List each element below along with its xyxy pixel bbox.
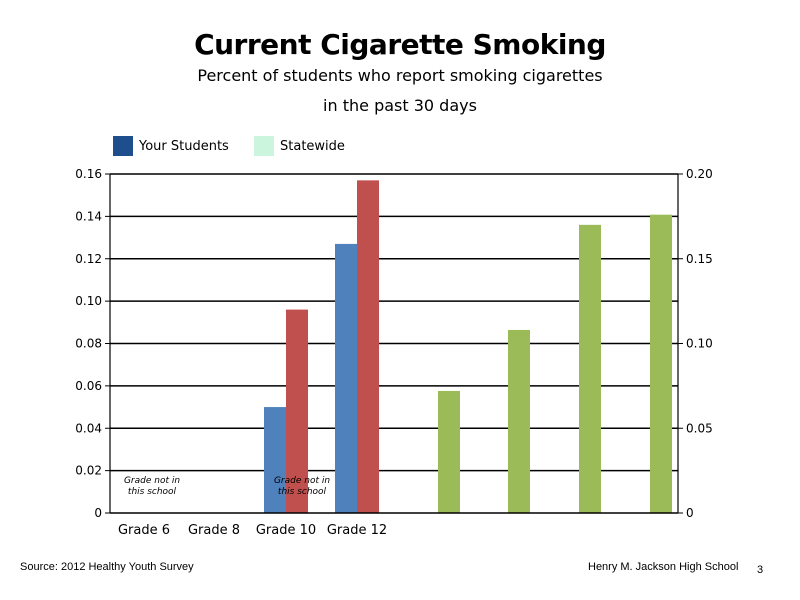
x-tick-label: Grade 8 <box>188 523 240 538</box>
chart-title: Current Cigarette Smoking <box>194 28 606 61</box>
legend-label-your-students: Your Students <box>139 138 229 154</box>
y-left-tick-label: 0.08 <box>75 337 102 351</box>
y-left-tick-label: 0.10 <box>75 294 102 308</box>
x-tick-label: Grade 10 <box>256 523 316 538</box>
y-right-tick-label: 0.05 <box>686 421 713 435</box>
annotation-text: Grade not in <box>274 476 330 486</box>
y-left-tick-label: 0 <box>94 506 102 520</box>
y-left-tick-label: 0.16 <box>75 167 102 181</box>
bar <box>650 214 672 513</box>
bar <box>357 180 379 513</box>
bar <box>438 390 460 513</box>
bar <box>579 224 601 513</box>
bar <box>264 407 286 513</box>
legend-label-statewide: Statewide <box>280 138 345 154</box>
chart-subtitle-line-2: in the past 30 days <box>323 96 477 115</box>
x-tick-label: Grade 12 <box>327 523 387 538</box>
legend-item-statewide: Statewide <box>254 135 345 157</box>
y-left-tick-label: 0.12 <box>75 252 102 266</box>
y-left-tick-label: 0.04 <box>75 421 102 435</box>
y-right-tick-label: 0.15 <box>686 252 713 266</box>
x-tick-label: Grade 6 <box>118 523 170 538</box>
annotation-text: Grade not in <box>124 476 180 486</box>
footer-source: Source: 2012 Healthy Youth Survey <box>20 561 194 573</box>
y-left-tick-label: 0.06 <box>75 379 102 393</box>
y-right-tick-label: 0 <box>686 506 694 520</box>
legend-swatch-statewide <box>254 136 274 156</box>
footer-school: Henry M. Jackson High School <box>588 561 739 573</box>
y-right-tick-label: 0.10 <box>686 337 713 351</box>
bar <box>286 309 308 513</box>
bar <box>335 243 357 513</box>
footer-page-number: 3 <box>757 564 764 576</box>
y-left-tick-label: 0.14 <box>75 209 102 223</box>
annotation-text: this school <box>278 487 327 497</box>
legend-swatch-your-students <box>113 136 133 156</box>
annotation-text: this school <box>128 487 177 497</box>
y-left-tick-label: 0.02 <box>75 464 102 478</box>
chart-subtitle-line-1: Percent of students who report smoking c… <box>197 66 603 85</box>
y-right-tick-label: 0.20 <box>686 167 713 181</box>
legend-item-your-students: Your Students <box>113 135 229 157</box>
bar <box>508 329 530 513</box>
